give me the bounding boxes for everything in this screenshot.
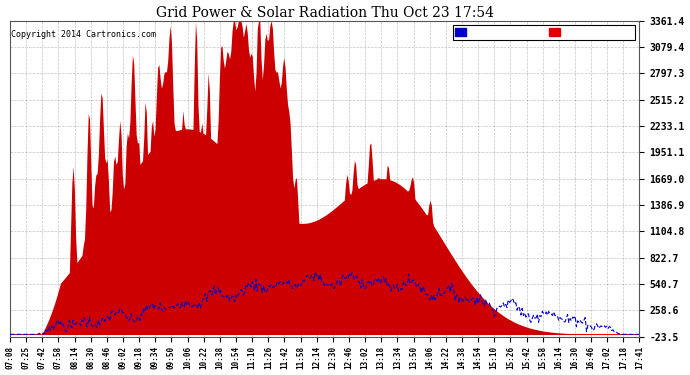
Legend: Radiation (w/m2), Grid (AC Watts): Radiation (w/m2), Grid (AC Watts) xyxy=(453,25,635,40)
Text: Copyright 2014 Cartronics.com: Copyright 2014 Cartronics.com xyxy=(11,30,157,39)
Title: Grid Power & Solar Radiation Thu Oct 23 17:54: Grid Power & Solar Radiation Thu Oct 23 … xyxy=(156,6,494,20)
